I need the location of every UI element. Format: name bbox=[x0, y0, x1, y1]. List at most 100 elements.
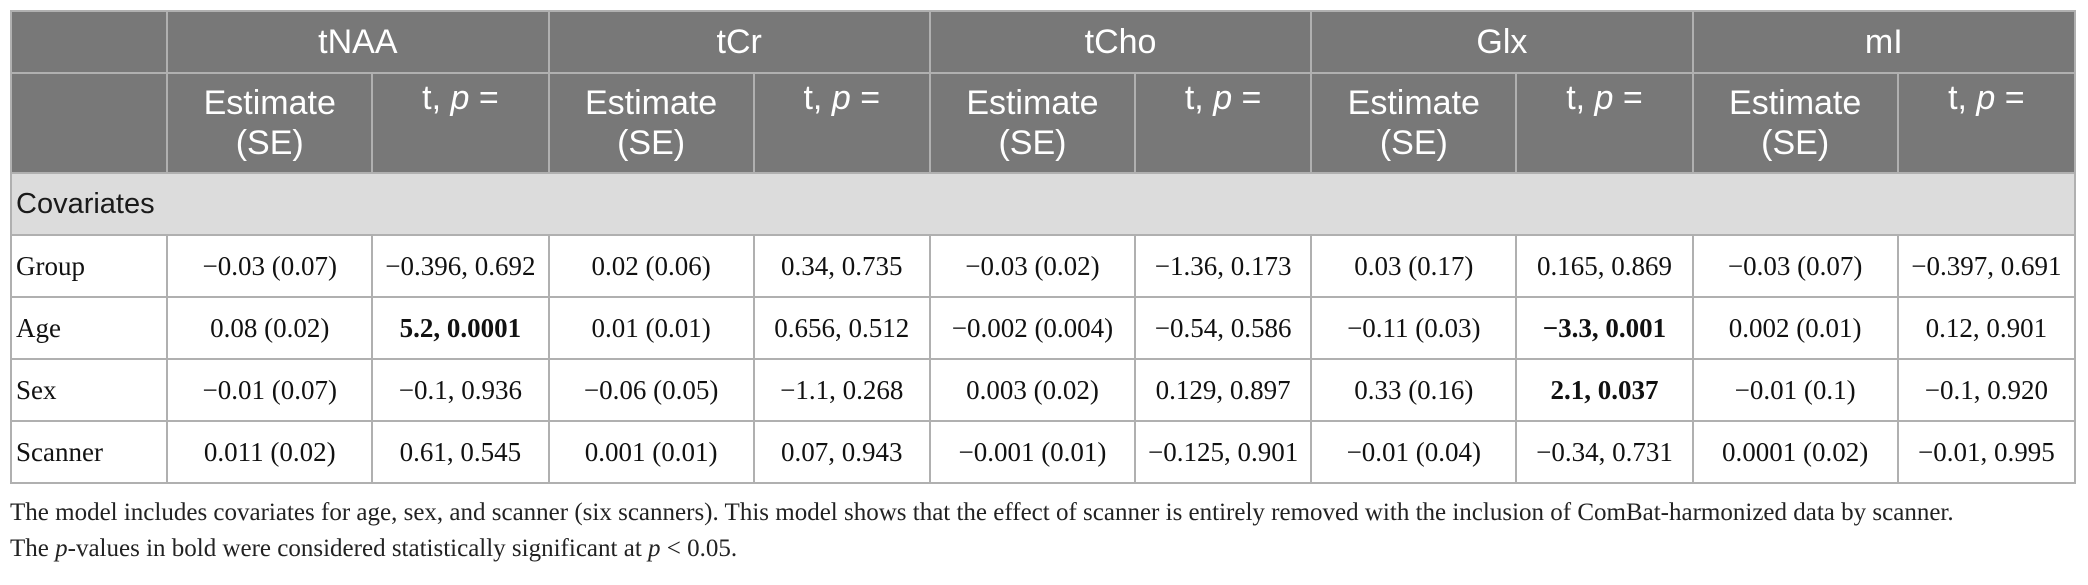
corner-cell bbox=[9, 10, 169, 74]
p-label: p bbox=[1594, 79, 1614, 117]
se-label: (SE) bbox=[998, 124, 1067, 162]
section-label: Covariates bbox=[10, 172, 2076, 236]
metabolite-header: mI bbox=[1691, 10, 2077, 74]
estimate-cell: 0.03 (0.17) bbox=[1310, 234, 1518, 298]
metabolite-header: Glx bbox=[1310, 10, 1694, 74]
estimate-cell: −0.01 (0.1) bbox=[1691, 358, 1899, 422]
t-label: t, bbox=[1184, 79, 1214, 117]
t-p-cell: −0.1, 0.936 bbox=[371, 358, 550, 422]
p-label: p bbox=[1976, 79, 1996, 117]
table-row: Age 0.08 (0.02) 5.2, 0.0001 0.01 (0.01) 0.65… bbox=[9, 296, 2077, 360]
t-label: t, bbox=[803, 79, 832, 117]
t-p-cell: 5.2, 0.0001 bbox=[371, 296, 550, 360]
t-p-cell: −0.396, 0.692 bbox=[371, 234, 550, 298]
footnote-line-1: The model includes covariates for age, s… bbox=[10, 499, 1954, 526]
se-label: (SE) bbox=[235, 124, 304, 162]
t-p-cell: 0.165, 0.869 bbox=[1515, 234, 1694, 298]
estimate-cell: −0.01 (0.04) bbox=[1310, 420, 1518, 484]
row-label: Group bbox=[9, 234, 169, 298]
p-label: p bbox=[450, 79, 470, 117]
p-label: p bbox=[1213, 79, 1233, 117]
se-label: (SE) bbox=[617, 124, 686, 162]
se-label: (SE) bbox=[1379, 124, 1448, 162]
t-p-header: t, p = bbox=[1896, 72, 2077, 174]
row-label: Age bbox=[9, 296, 169, 360]
estimate-cell: −0.01 (0.07) bbox=[166, 358, 374, 422]
estimate-cell: 0.33 (0.16) bbox=[1310, 358, 1518, 422]
estimate-cell: 0.001 (0.01) bbox=[547, 420, 755, 484]
p-equals: = bbox=[850, 79, 881, 117]
estimate-se-header: Estimate (SE) bbox=[1691, 72, 1899, 174]
estimate-cell: 0.011 (0.02) bbox=[166, 420, 374, 484]
t-p-cell: 0.34, 0.735 bbox=[752, 234, 931, 298]
footnote-p-symbol: p bbox=[55, 535, 68, 562]
metabolite-header: tNAA bbox=[166, 10, 550, 74]
p-label: p bbox=[831, 79, 851, 117]
t-p-cell: −0.01, 0.995 bbox=[1896, 420, 2077, 484]
t-p-cell: −3.3, 0.001 bbox=[1515, 296, 1694, 360]
results-table-container: tNAA tCr tCho Glx mI Estimate (SE) t, p = Estim… bbox=[9, 10, 2077, 484]
metabolite-header-row: tNAA tCr tCho Glx mI bbox=[9, 10, 2077, 74]
estimate-se-header: Estimate (SE) bbox=[928, 72, 1137, 174]
estimate-cell: −0.03 (0.02) bbox=[928, 234, 1137, 298]
table-row: Group −0.03 (0.07) −0.396, 0.692 0.02 (0.06… bbox=[9, 234, 2077, 298]
p-equals: = bbox=[1613, 79, 1643, 117]
t-label: t, bbox=[422, 79, 451, 117]
t-p-cell: 2.1, 0.037 bbox=[1515, 358, 1694, 422]
footnote-mid: -values in bold were considered statisti… bbox=[67, 535, 649, 562]
estimate-cell: 0.01 (0.01) bbox=[547, 296, 755, 360]
p-equals: = bbox=[469, 79, 499, 117]
t-p-cell: −1.36, 0.173 bbox=[1134, 234, 1313, 298]
footnote-end: < 0.05. bbox=[660, 535, 738, 562]
p-equals: = bbox=[1232, 79, 1262, 117]
row-label: Sex bbox=[9, 358, 169, 422]
estimate-cell: −0.03 (0.07) bbox=[1691, 234, 1899, 298]
table-row: Scanner 0.011 (0.02) 0.61, 0.545 0.001 (0.0… bbox=[9, 420, 2077, 484]
results-table: tNAA tCr tCho Glx mI Estimate (SE) t, p = Estim… bbox=[9, 10, 2077, 484]
t-p-cell: −0.397, 0.691 bbox=[1896, 234, 2077, 298]
footnote-p-symbol: p bbox=[648, 535, 661, 562]
footnote-pre: The bbox=[10, 535, 56, 562]
t-p-cell: 0.07, 0.943 bbox=[752, 420, 931, 484]
estimate-label: Estimate bbox=[1729, 84, 1862, 122]
estimate-cell: −0.001 (0.01) bbox=[928, 420, 1137, 484]
estimate-label: Estimate bbox=[584, 84, 718, 122]
estimate-label: Estimate bbox=[203, 84, 336, 122]
t-p-cell: 0.656, 0.512 bbox=[752, 296, 931, 360]
metabolite-header: tCr bbox=[547, 10, 931, 74]
t-p-header: t, p = bbox=[752, 72, 931, 174]
estimate-cell: 0.002 (0.01) bbox=[1691, 296, 1899, 360]
estimate-label: Estimate bbox=[966, 84, 1099, 122]
table-footnote: The model includes covariates for age, s… bbox=[10, 495, 2080, 567]
p-equals: = bbox=[1995, 79, 2025, 117]
estimate-cell: −0.03 (0.07) bbox=[166, 234, 374, 298]
corner-cell-sub bbox=[9, 72, 169, 174]
estimate-se-header: Estimate (SE) bbox=[166, 72, 374, 174]
estimate-cell: 0.0001 (0.02) bbox=[1691, 420, 1899, 484]
estimate-cell: 0.08 (0.02) bbox=[166, 296, 374, 360]
estimate-cell: −0.06 (0.05) bbox=[547, 358, 755, 422]
subheader-row: Estimate (SE) t, p = Estimate (SE) t, p = Esti… bbox=[9, 72, 2077, 174]
t-p-cell: 0.129, 0.897 bbox=[1134, 358, 1313, 422]
section-row: Covariates bbox=[10, 172, 2076, 236]
estimate-label: Estimate bbox=[1347, 84, 1480, 122]
t-p-cell: −0.125, 0.901 bbox=[1134, 420, 1313, 484]
row-label: Scanner bbox=[9, 420, 169, 484]
se-label: (SE) bbox=[1761, 124, 1830, 162]
t-p-cell: 0.61, 0.545 bbox=[371, 420, 550, 484]
t-p-cell: 0.12, 0.901 bbox=[1896, 296, 2077, 360]
table-row: Sex −0.01 (0.07) −0.1, 0.936 −0.06 (0.05) −1… bbox=[9, 358, 2077, 422]
metabolite-header: tCho bbox=[928, 10, 1313, 74]
estimate-cell: 0.003 (0.02) bbox=[928, 358, 1137, 422]
estimate-se-header: Estimate (SE) bbox=[1310, 72, 1518, 174]
t-p-header: t, p = bbox=[1515, 72, 1694, 174]
t-p-cell: −0.34, 0.731 bbox=[1515, 420, 1694, 484]
t-p-cell: −0.54, 0.586 bbox=[1134, 296, 1313, 360]
estimate-se-header: Estimate (SE) bbox=[547, 72, 755, 174]
estimate-cell: −0.002 (0.004) bbox=[928, 296, 1137, 360]
t-label: t, bbox=[1948, 79, 1977, 117]
t-label: t, bbox=[1566, 79, 1595, 117]
t-p-header: t, p = bbox=[371, 72, 550, 174]
t-p-cell: −1.1, 0.268 bbox=[752, 358, 931, 422]
t-p-header: t, p = bbox=[1134, 72, 1313, 174]
